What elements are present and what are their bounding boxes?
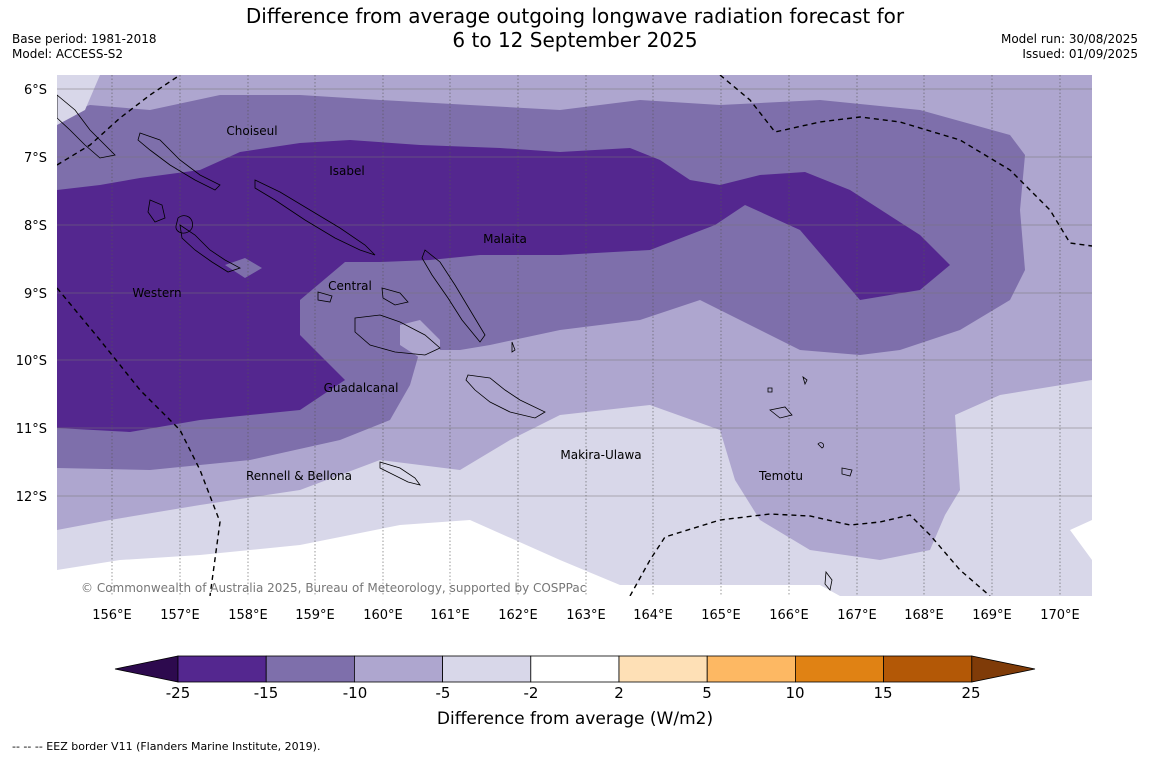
- island-vella: [147, 199, 166, 223]
- lat-label: 6°S: [24, 83, 47, 98]
- lon-label: 163°E: [566, 608, 606, 623]
- colorbar-tick: 15: [873, 684, 893, 702]
- lon-label: 168°E: [904, 608, 944, 623]
- colorbar-tick: 5: [702, 684, 712, 702]
- coastlines: [57, 94, 853, 591]
- island-anuta: [824, 570, 833, 591]
- contour-patch-isabel: [225, 258, 262, 278]
- colorbar-tick: 25: [961, 684, 981, 702]
- contour-patch-guadalcanal: [400, 320, 440, 358]
- island-utupua: [817, 442, 825, 449]
- colorbar-segment: [530, 655, 620, 683]
- island-malaita: [421, 249, 486, 343]
- island-rennell: [379, 461, 421, 486]
- colorbar-segment: [883, 655, 973, 683]
- region-label-western: Western: [132, 286, 181, 300]
- colorbar-label: Difference from average (W/m2): [436, 709, 714, 729]
- lat-label: 11°S: [16, 422, 47, 437]
- island-guadalcanal: [354, 314, 441, 356]
- island-makira: [465, 374, 546, 419]
- island-small-2: [802, 375, 808, 386]
- lon-label: 162°E: [498, 608, 538, 623]
- lon-label: 170°E: [1040, 608, 1080, 623]
- lon-label: 166°E: [769, 608, 809, 623]
- map-title-line-1: Difference from average outgoing longwav…: [245, 4, 905, 28]
- map-title-line-2: 6 to 12 September 2025: [452, 28, 698, 52]
- island-small-1: [767, 387, 773, 393]
- colorbar-extend-high: [971, 655, 1036, 683]
- region-label-rennell-bellona: Rennell & Bellona: [246, 469, 352, 483]
- contour-patch-northwest: [57, 75, 100, 125]
- colorbar-tick: -10: [342, 684, 368, 702]
- island-vanikoro: [841, 467, 853, 477]
- region-label-isabel: Isabel: [329, 164, 364, 178]
- model-run-text: Model run: 30/08/2025: [1000, 32, 1138, 46]
- colorbar-segment: [265, 655, 355, 683]
- eez-border: [57, 75, 1092, 596]
- lon-label: 160°E: [363, 608, 403, 623]
- lon-label: 169°E: [972, 608, 1012, 623]
- island-santa-cruz: [769, 406, 793, 419]
- lon-label: 156°E: [92, 608, 132, 623]
- colorbar-segment: [706, 655, 796, 683]
- island-choiseul: [137, 132, 221, 191]
- lat-label: 10°S: [16, 354, 47, 369]
- model-text: Model: ACCESS-S2: [12, 47, 124, 61]
- lat-label: 12°S: [16, 490, 47, 505]
- copyright-text: © Commonwealth of Australia 2025, Bureau…: [81, 581, 586, 595]
- region-labels: Choiseul Isabel Malaita Central Western …: [132, 124, 803, 483]
- region-label-temotu: Temotu: [758, 469, 803, 483]
- lat-label: 7°S: [24, 151, 47, 166]
- colorbar-tick: -2: [523, 684, 539, 702]
- region-label-central: Central: [328, 279, 372, 293]
- lon-label: 167°E: [837, 608, 877, 623]
- region-label-malaita: Malaita: [483, 232, 527, 246]
- contour-band-minus15: [57, 140, 950, 432]
- colorbar-tick: -25: [165, 684, 191, 702]
- island-bougainville-tip: [57, 94, 116, 159]
- island-new-georgia: [179, 224, 242, 273]
- eez-legend-text: -- -- -- EEZ border V11 (Flanders Marine…: [12, 740, 321, 753]
- colorbar-tick: 2: [614, 684, 624, 702]
- base-period-text: Base period: 1981-2018: [12, 32, 157, 46]
- colorbar-segment: [442, 655, 532, 683]
- latitude-labels: 6°S 7°S 8°S 9°S 10°S 11°S 12°S: [16, 83, 47, 505]
- latitude-lines: [57, 88, 1092, 497]
- lon-label: 165°E: [701, 608, 741, 623]
- lon-label: 164°E: [633, 608, 673, 623]
- island-kolombangara: [175, 215, 193, 234]
- colorbar-segment: [177, 655, 267, 683]
- island-central: [317, 291, 333, 303]
- colorbar-segment: [618, 655, 708, 683]
- colorbar-tick: -15: [253, 684, 279, 702]
- longitude-labels: 156°E 157°E 158°E 159°E 160°E 161°E 162°…: [92, 608, 1080, 623]
- colorbar-tick: 10: [785, 684, 805, 702]
- region-label-makira-ulawa: Makira-Ulawa: [560, 448, 641, 462]
- lon-label: 159°E: [295, 608, 335, 623]
- island-florida: [381, 287, 409, 306]
- issued-text: Issued: 01/09/2025: [1022, 47, 1138, 61]
- colorbar-segment: [353, 655, 443, 683]
- island-small-3: [511, 341, 516, 353]
- colorbar-segment: [795, 655, 885, 683]
- region-label-choiseul: Choiseul: [226, 124, 277, 138]
- colorbar-tick: -5: [435, 684, 451, 702]
- lon-label: 158°E: [228, 608, 268, 623]
- colorbar-extend-low: [114, 655, 179, 683]
- lat-label: 9°S: [24, 287, 47, 302]
- lat-label: 8°S: [24, 219, 47, 234]
- colorbar: [114, 655, 1036, 683]
- island-isabel: [254, 179, 376, 256]
- lon-label: 161°E: [430, 608, 470, 623]
- gridlines: [111, 75, 1061, 596]
- lon-label: 157°E: [160, 608, 200, 623]
- region-label-guadalcanal: Guadalcanal: [324, 381, 399, 395]
